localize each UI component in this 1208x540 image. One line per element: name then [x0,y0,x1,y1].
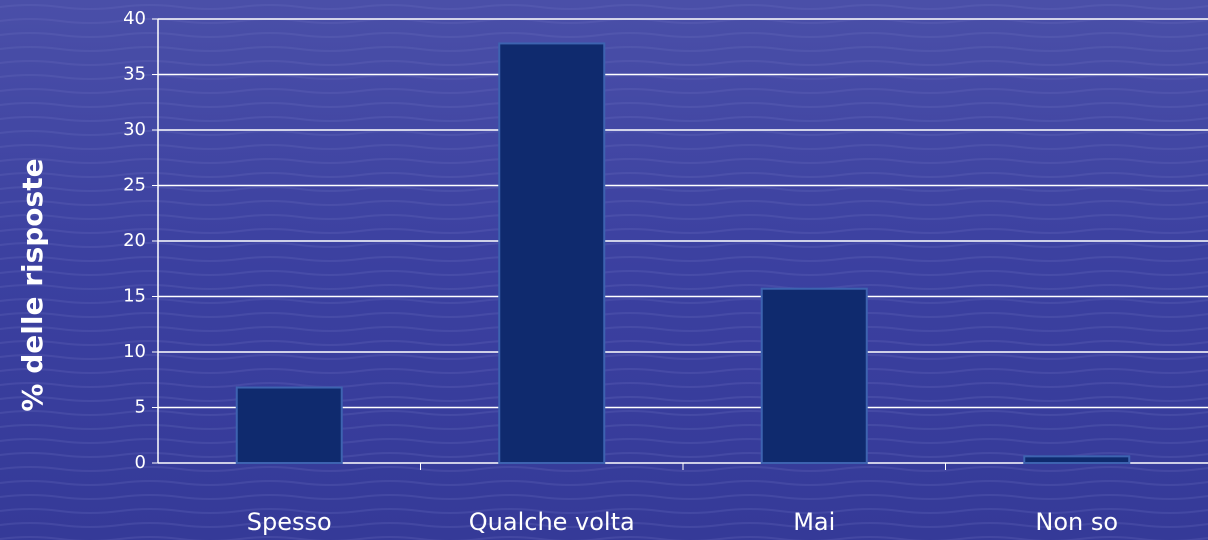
y-tick-label: 10 [123,341,146,362]
bar [235,386,343,464]
x-tick-label: Spesso [247,508,332,536]
bar [760,287,868,465]
y-axis-label: % delle risposte [16,158,49,411]
y-tick-label: 40 [123,8,146,29]
y-tick-label: 0 [135,452,146,473]
y-tick-label: 30 [123,119,146,140]
y-tick-label: 20 [123,230,146,251]
x-tick-label: Mai [793,508,835,536]
y-tick-label: 35 [123,64,146,85]
bar [498,42,606,464]
y-tick-label: 5 [135,397,146,418]
bar [1023,455,1131,464]
y-tick-label: 15 [123,286,146,307]
x-tick-label: Non so [1035,508,1118,536]
x-tick-label: Qualche volta [469,508,635,536]
y-tick-label: 25 [123,175,146,196]
